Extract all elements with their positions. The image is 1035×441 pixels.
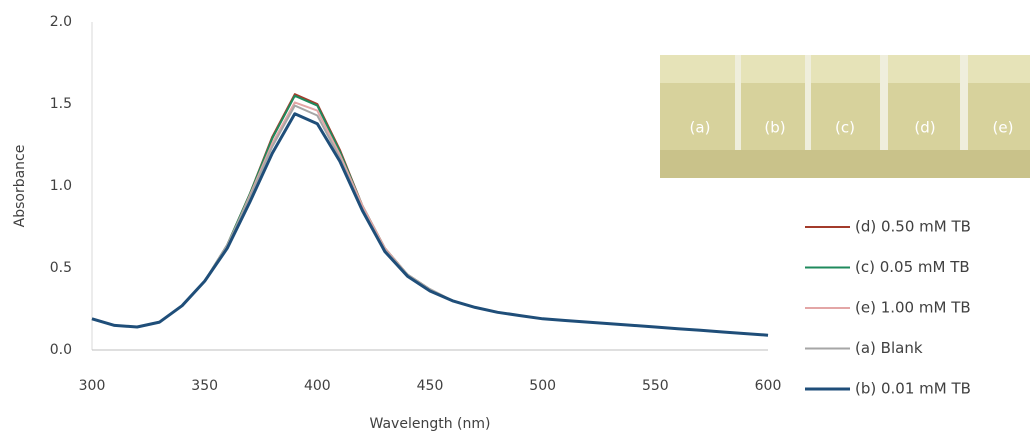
inset-label: (e)	[993, 119, 1014, 137]
inset-label: (a)	[690, 119, 711, 137]
x-tick-label: 600	[755, 378, 782, 394]
y-axis-label: Absorbance	[12, 145, 28, 228]
inset-photo	[660, 55, 1030, 178]
legend-label: (e) 1.00 mM TB	[855, 299, 971, 317]
y-tick-label: 0.0	[50, 342, 72, 358]
x-tick-label: 300	[79, 378, 106, 394]
y-tick-label: 0.5	[50, 260, 72, 276]
x-tick-label: 450	[417, 378, 444, 394]
chart: Wavelength (nm) Absorbance 0.0 0.5 1.0 1.5 2…	[0, 0, 1035, 437]
inset-label: (c)	[835, 119, 855, 137]
legend-label: (b) 0.01 mM TB	[855, 380, 971, 398]
inset-label: (b)	[764, 119, 785, 137]
y-tick-label: 2.0	[50, 14, 72, 30]
x-tick-label: 500	[529, 378, 556, 394]
x-tick-label: 400	[304, 378, 331, 394]
inset-label: (d)	[914, 119, 935, 137]
x-tick-label: 550	[642, 378, 669, 394]
legend-label: (a) Blank	[855, 339, 923, 357]
legend-label: (c) 0.05 mM TB	[855, 258, 970, 276]
legend-label: (d) 0.50 mM TB	[855, 218, 971, 236]
x-axis-label: Wavelength (nm)	[370, 416, 491, 432]
y-tick-label: 1.0	[50, 178, 72, 194]
x-tick-label: 350	[191, 378, 218, 394]
y-tick-label: 1.5	[50, 96, 72, 112]
